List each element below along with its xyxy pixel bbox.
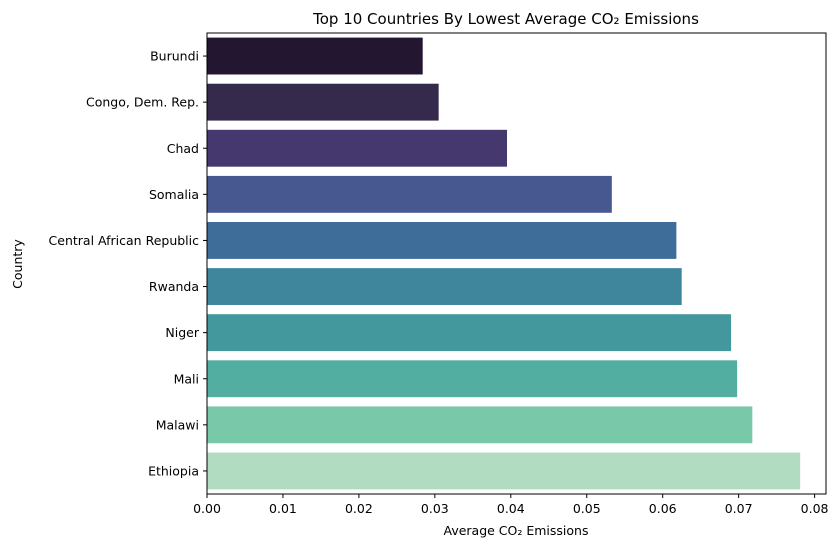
plot-frame [206, 32, 827, 495]
bar-ethiopia [207, 452, 801, 490]
y-tick-label: Somalia [149, 187, 199, 202]
x-axis-label: Average CO₂ Emissions [444, 523, 589, 538]
x-tick-label: 0.00 [193, 501, 221, 516]
bar-malawi [207, 406, 753, 444]
y-tick-label: Rwanda [149, 279, 199, 294]
y-tick-label: Malawi [156, 417, 199, 432]
x-tick-label: 0.02 [345, 501, 373, 516]
y-tick-label: Chad [167, 141, 199, 156]
bar-somalia [207, 175, 612, 213]
bar-mali [207, 360, 738, 398]
bar-chad [207, 129, 508, 167]
bar-rwanda [207, 268, 682, 305]
y-tick-label: Ethiopia [148, 463, 199, 478]
bars-group [207, 37, 801, 490]
y-tick-label: Burundi [150, 49, 199, 64]
bar-burundi [207, 37, 423, 75]
x-tick-label: 0.01 [269, 501, 297, 516]
y-axis-ticks: Burundi Congo, Dem. Rep. Chad Somalia Centra… [49, 49, 207, 478]
y-tick-label: Mali [174, 371, 199, 386]
bar-congo-dem-rep [207, 83, 439, 121]
x-tick-label: 0.06 [649, 501, 677, 516]
y-tick-label: Central African Republic [49, 233, 200, 248]
bar-central-african-republic [207, 222, 677, 259]
bar-niger [207, 314, 732, 352]
y-tick-label: Niger [165, 325, 199, 340]
y-tick-label: Congo, Dem. Rep. [86, 95, 199, 110]
x-axis-ticks: 0.00 0.01 0.02 0.03 0.04 0.05 0.06 0.07 0.08 [193, 494, 829, 516]
chart-title: Top 10 Countries By Lowest Average CO₂ E… [312, 10, 699, 28]
x-tick-label: 0.08 [801, 501, 829, 516]
x-tick-label: 0.03 [421, 501, 449, 516]
x-tick-label: 0.04 [497, 501, 525, 516]
x-tick-label: 0.07 [725, 501, 753, 516]
y-axis-label: Country [10, 239, 25, 289]
x-tick-label: 0.05 [573, 501, 601, 516]
